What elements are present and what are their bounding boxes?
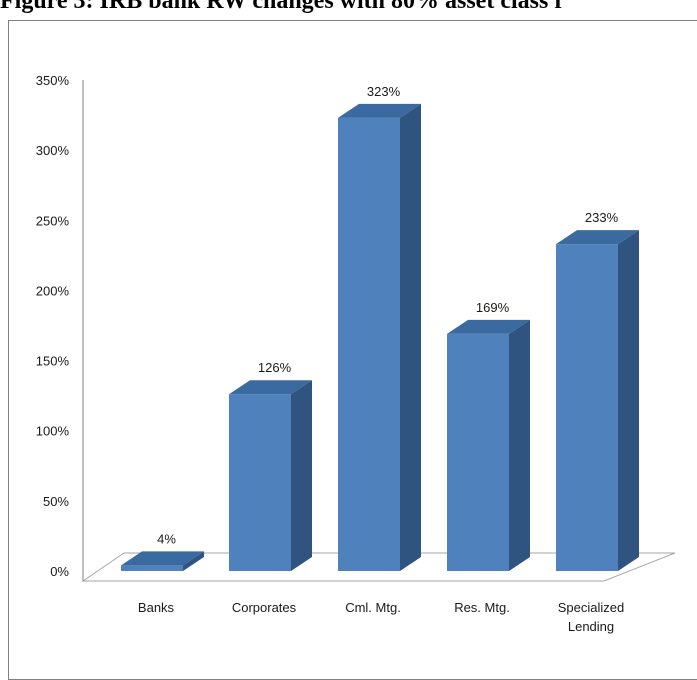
bar-front [229, 394, 291, 571]
x-tick-label: Lending [568, 619, 614, 634]
bar-top [121, 551, 204, 566]
bar-cml-mtg- [338, 103, 421, 572]
bar-top [338, 103, 421, 118]
x-tick-label: Specialized [558, 600, 625, 615]
bar-top [229, 380, 312, 395]
y-tick-label: 0% [50, 564, 69, 579]
y-tick-label: 300% [36, 143, 70, 158]
y-tick-label: 250% [36, 213, 70, 228]
bar-side [400, 103, 421, 572]
bar-corporates [229, 380, 312, 571]
bar-res-mtg- [447, 319, 530, 571]
data-label: 126% [258, 360, 292, 375]
bar-front [338, 117, 400, 572]
bar-front [121, 565, 183, 571]
bar-side [183, 551, 204, 571]
bar-front [447, 333, 509, 571]
x-tick-label: Corporates [232, 600, 297, 615]
y-tick-label: 350% [36, 73, 70, 88]
chart-floor [81, 552, 676, 582]
x-tick-label: Banks [138, 600, 175, 615]
bar-top [447, 319, 530, 334]
figure-caption: Figure 3: IRB bank RW changes with 80% a… [0, 0, 563, 14]
y-tick-label: 50% [43, 494, 69, 509]
y-tick-label: 150% [36, 354, 70, 369]
bar-front [556, 244, 618, 572]
data-label: 169% [476, 300, 510, 315]
bar-top [556, 230, 639, 245]
bar-banks [121, 551, 204, 571]
x-tick-label: Res. Mtg. [454, 600, 510, 615]
y-tick-label: 200% [36, 283, 70, 298]
data-label: 323% [367, 84, 401, 99]
bar-chart: 0% 50% 100% 150% 200% 250% 300% 350% 4% Banks 126%… [36, 73, 676, 634]
data-label: 233% [585, 210, 619, 225]
x-tick-label: Cml. Mtg. [345, 600, 401, 615]
data-label: 4% [157, 531, 176, 546]
bar-side [618, 230, 639, 572]
bar-specialized-lending [556, 230, 639, 572]
bar-side [509, 319, 530, 571]
bar-side [291, 380, 312, 571]
y-tick-label: 100% [36, 424, 70, 439]
